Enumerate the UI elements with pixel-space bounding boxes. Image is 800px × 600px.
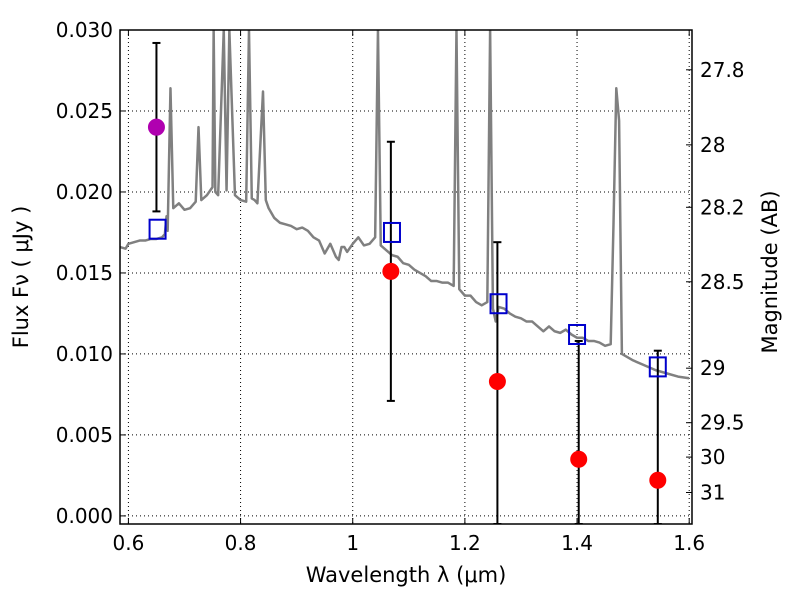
x-axis-label: Wavelength λ (μm) [306, 563, 507, 587]
model-photometry-box [568, 323, 587, 345]
x-tick-label: 1.6 [673, 531, 705, 555]
y2-tick-label: 28.5 [700, 270, 745, 294]
y-tick-label: 0.005 [56, 423, 113, 447]
observed-point [147, 118, 165, 136]
observed-point [488, 372, 506, 390]
y2-tick-label: 29.5 [700, 411, 745, 435]
y2-tick-label: 30 [700, 445, 725, 469]
plot-frame [119, 29, 693, 525]
plot-area [120, 30, 690, 524]
y-tick-label: 0.025 [56, 99, 113, 123]
observed-point [570, 450, 588, 468]
y-tick-label: 0.015 [56, 261, 113, 285]
grid [120, 30, 692, 524]
y2-tick-label: 28.2 [700, 195, 745, 219]
y2-tick-label: 29 [700, 356, 725, 380]
x-tick-label: 1.4 [561, 531, 593, 555]
y-tick-label: 0.030 [56, 18, 113, 42]
y2-tick-label: 31 [700, 480, 725, 504]
y2-tick-label: 28 [700, 133, 725, 157]
y2-tick-label: 27.8 [700, 58, 745, 82]
x-tick-label: 1.2 [449, 531, 481, 555]
ticks: 0.6 0.8 1 1.2 1.4 1.6 0.000 0.005 0.010 0.015 0.02… [56, 18, 745, 555]
y-tick-label: 0.010 [56, 342, 113, 366]
axes-frame [119, 29, 693, 525]
model-photometry-box [148, 218, 167, 240]
observed-point [649, 471, 667, 489]
model-photometry-box [489, 293, 508, 315]
x-tick-label: 1 [346, 531, 359, 555]
y2-axis-label: Magnitude (AB) [758, 190, 782, 353]
y-axis-label: Flux Fν ( μJy ) [9, 206, 33, 349]
model-photometry-box [648, 356, 667, 378]
y-tick-label: 0.000 [56, 504, 113, 528]
model-sed-line [120, 30, 690, 380]
observed-point [382, 262, 400, 280]
x-tick-label: 0.6 [113, 531, 145, 555]
x-tick-label: 0.8 [225, 531, 257, 555]
y-tick-label: 0.020 [56, 180, 113, 204]
model-photometry-box [382, 221, 401, 243]
